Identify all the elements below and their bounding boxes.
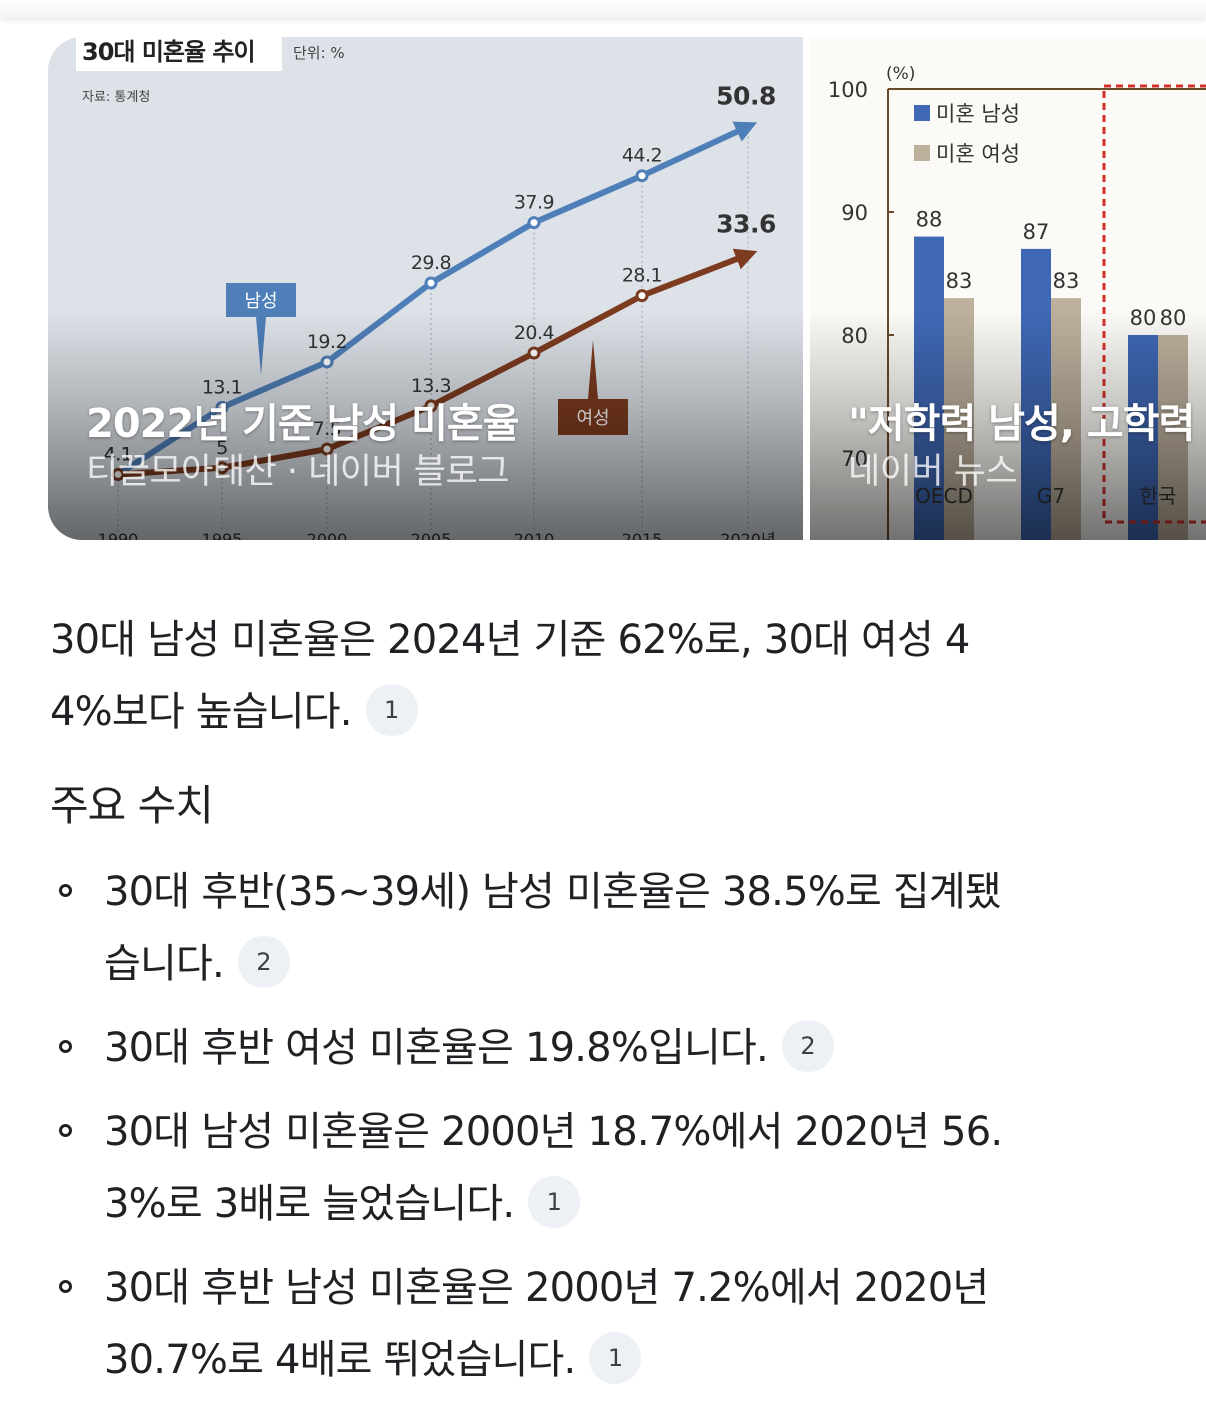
legend-label: 미혼 남성 <box>936 102 1020 126</box>
citation-badge[interactable]: 1 <box>589 1332 642 1384</box>
y-tick-label: 90 <box>841 201 868 225</box>
list-item: 30대 남성 미혼율은 2000년 18.7%에서 2020년 56. 3%로 … <box>50 1096 1180 1240</box>
bullet-icon <box>59 1280 72 1293</box>
series-arrow-남성 <box>732 121 758 142</box>
citation-badge[interactable]: 1 <box>365 684 418 736</box>
chart-source-note: 자료: 통계청 <box>82 90 150 105</box>
list-item-line2: 30.7%로 4배로 뛰었습니다. <box>104 1337 576 1383</box>
data-label: 37.9 <box>514 192 554 214</box>
data-label: 29.8 <box>411 252 451 274</box>
chart-title: 30대 미혼율 추이 <box>82 38 255 66</box>
card-overlay <box>810 310 1206 540</box>
citation-badge[interactable]: 2 <box>781 1020 834 1072</box>
bullet-icon <box>59 1124 72 1137</box>
card-source[interactable]: 티끌모아태산 · 네이버 블로그 <box>86 452 509 492</box>
card-title[interactable]: 2022년 기준 남성 미혼율 <box>86 401 520 447</box>
data-label: 28.1 <box>622 265 662 287</box>
y-tick-label: 100 <box>828 78 868 102</box>
data-label: 44.2 <box>622 145 662 167</box>
legend-label: 미혼 여성 <box>936 142 1020 166</box>
citation-badge[interactable]: 1 <box>528 1176 581 1228</box>
top-bar <box>0 0 1206 18</box>
bullet-icon <box>59 1040 72 1053</box>
list-item-line1: 30대 남성 미혼율은 2000년 18.7%에서 2020년 56. <box>104 1109 1003 1155</box>
list-item: 30대 후반 남성 미혼율은 2000년 7.2%에서 2020년 30.7%로… <box>50 1252 1180 1396</box>
data-label: 83 <box>946 269 973 293</box>
key-figures-list: 30대 후반(35~39세) 남성 미혼율은 38.5%로 집계됐 습니다. 2 … <box>50 856 1180 1408</box>
legend-swatch <box>914 145 930 161</box>
card-title[interactable]: "저학력 남성, 고학력 <box>848 401 1195 447</box>
image-card-bar-chart[interactable]: (%)1009080708883OECD8783G78080한국미혼 남성미혼 … <box>810 37 1206 540</box>
chart-unit: (%) <box>886 64 915 84</box>
series-arrow-여성 <box>732 248 758 270</box>
data-point <box>635 169 649 183</box>
bullet-icon <box>59 884 72 897</box>
data-label: 50.8 <box>716 82 776 111</box>
data-label: 87 <box>1023 220 1050 244</box>
data-label: 83 <box>1053 269 1080 293</box>
data-label: 88 <box>916 208 943 232</box>
card-caption: 2022년 기준 남성 미혼율 티끌모아태산 · 네이버 블로그 <box>86 399 520 495</box>
data-label: 33.6 <box>716 210 776 239</box>
list-item-line2: 3%로 3배로 늘었습니다. <box>104 1181 515 1227</box>
card-caption: "저학력 남성, 고학력 네이버 뉴스 <box>848 399 1195 495</box>
legend-swatch <box>914 105 930 121</box>
card-overlay <box>48 310 803 540</box>
data-point <box>424 276 438 290</box>
list-item: 30대 후반 여성 미혼율은 19.8%입니다. 2 <box>50 1012 1180 1084</box>
chart-title-box <box>76 37 282 71</box>
list-item: 30대 후반(35~39세) 남성 미혼율은 38.5%로 집계됐 습니다. 2 <box>50 856 1180 1000</box>
summary-line1: 30대 남성 미혼율은 2024년 기준 62%로, 30대 여성 4 <box>50 617 970 663</box>
list-item-line1: 30대 후반(35~39세) 남성 미혼율은 38.5%로 집계됐 <box>104 869 1002 915</box>
list-item-line1: 30대 후반 여성 미혼율은 19.8%입니다. <box>104 1025 769 1071</box>
data-point <box>635 289 649 303</box>
data-point <box>527 216 541 230</box>
card-source[interactable]: 네이버 뉴스 <box>848 452 1018 492</box>
legend-label: 남성 <box>244 291 277 312</box>
list-item-line1: 30대 후반 남성 미혼율은 2000년 7.2%에서 2020년 <box>104 1265 989 1311</box>
answer-summary: 30대 남성 미혼율은 2024년 기준 62%로, 30대 여성 4 4%보다… <box>50 604 1160 748</box>
chart-unit-label: 단위: % <box>293 44 345 62</box>
section-title: 주요 수치 <box>50 781 214 830</box>
list-item-line2: 습니다. <box>104 941 225 987</box>
summary-line2: 4%보다 높습니다. <box>50 689 352 735</box>
citation-badge[interactable]: 2 <box>237 936 290 988</box>
